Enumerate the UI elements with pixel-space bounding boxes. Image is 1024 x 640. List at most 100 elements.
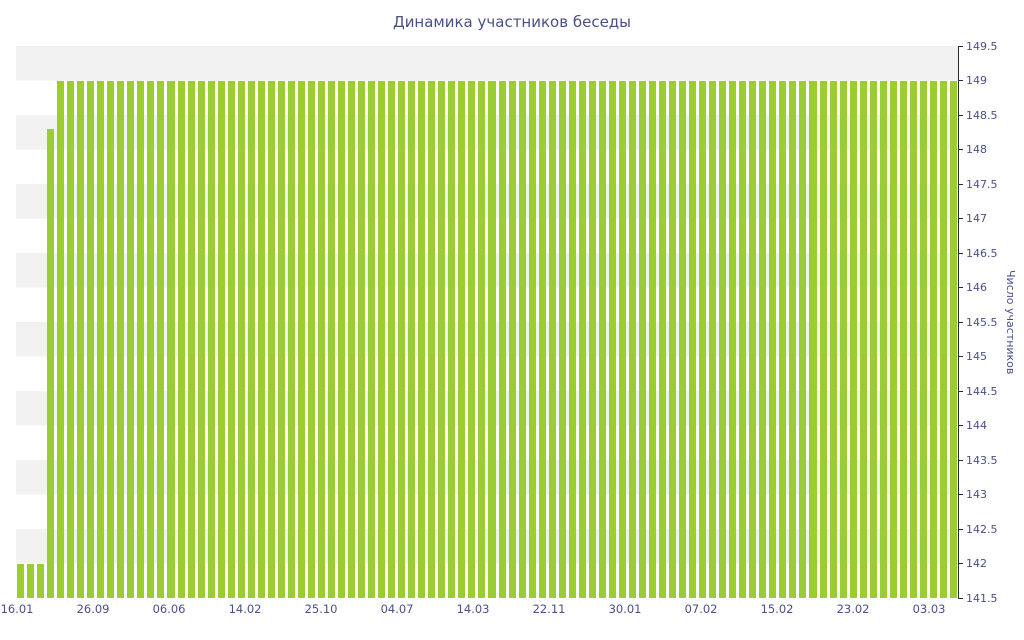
- bar: [67, 80, 75, 598]
- y-tick-mark: [959, 287, 963, 288]
- bar: [217, 80, 225, 598]
- bar: [638, 80, 646, 598]
- y-tick-mark: [959, 218, 963, 219]
- y-tick-mark: [959, 114, 963, 116]
- bar: [177, 80, 185, 598]
- y-tick-label: 149: [966, 74, 987, 87]
- bar: [378, 80, 386, 598]
- y-tick-label: 147.5: [966, 177, 998, 191]
- y-tick-label: 146: [966, 281, 987, 294]
- y-tick-mark: [959, 45, 963, 47]
- y-tick-label: 142.5: [966, 522, 998, 536]
- y-tick-mark: [959, 80, 963, 81]
- bar: [438, 80, 446, 598]
- bar: [568, 80, 576, 598]
- bar: [809, 80, 817, 598]
- x-tick-label: 14.03: [456, 602, 490, 616]
- bar: [879, 80, 887, 598]
- bar: [869, 80, 877, 598]
- bar: [117, 80, 125, 598]
- bar: [588, 80, 596, 598]
- bar: [358, 80, 366, 598]
- x-tick-label: 06.06: [152, 602, 186, 616]
- x-tick-label: 14.02: [228, 602, 262, 616]
- bar: [739, 80, 747, 598]
- bar: [57, 80, 65, 598]
- y-tick-mark: [959, 425, 963, 426]
- bar: [277, 80, 285, 598]
- bar: [919, 80, 927, 598]
- bar: [408, 80, 416, 598]
- bar: [127, 80, 135, 598]
- bar: [327, 80, 335, 598]
- x-tick-label: 25.10: [304, 602, 338, 616]
- bar: [839, 80, 847, 598]
- bar: [197, 80, 205, 598]
- bar: [889, 80, 897, 598]
- chart-title: Динамика участников беседы: [392, 13, 632, 31]
- bar: [628, 80, 636, 598]
- bar: [939, 80, 947, 598]
- x-tick-label: 26.09: [76, 602, 110, 616]
- x-tick-label: 07.02: [684, 602, 718, 616]
- y-tick-mark: [959, 459, 963, 461]
- y-tick-label: 146.5: [966, 246, 998, 260]
- y-tick-mark: [959, 494, 963, 495]
- bar: [949, 80, 957, 598]
- bar: [789, 80, 797, 598]
- x-tick-label: 23.02: [836, 602, 870, 616]
- bar: [749, 80, 757, 598]
- y-tick-mark: [959, 563, 963, 564]
- x-tick-label: 22.11: [532, 602, 566, 616]
- y-tick-label: 142: [966, 557, 987, 570]
- bar: [488, 80, 496, 598]
- y-axis-ticks: 141.5 142 142.5 143 143.5 144 144.5 145 145.5 146…: [959, 40, 1005, 605]
- bar: [137, 80, 145, 598]
- x-tick-label: 04.07: [380, 602, 414, 616]
- bar: [247, 80, 255, 598]
- bar: [598, 80, 606, 598]
- bar: [498, 80, 506, 598]
- bar: [237, 80, 245, 598]
- bar: [729, 80, 737, 598]
- bar: [528, 80, 536, 598]
- bar: [338, 80, 346, 598]
- bar: [719, 80, 727, 598]
- y-tick-label: 143.5: [966, 453, 998, 467]
- bar: [297, 80, 305, 598]
- bar: [849, 80, 857, 598]
- bar: [47, 128, 55, 598]
- x-axis-labels: 16.01 26.09 06.06 14.02 25.10 04.07 14.03 22.11…: [1, 602, 958, 618]
- bar: [829, 80, 837, 598]
- y-tick-label: 147: [966, 212, 987, 225]
- bar: [147, 80, 155, 598]
- bar: [77, 80, 85, 598]
- y-axis-line: [958, 46, 959, 599]
- y-tick-mark: [959, 597, 963, 599]
- bar: [107, 80, 115, 598]
- y-tick-mark: [959, 321, 963, 323]
- y-tick-mark: [959, 356, 963, 357]
- y-tick-label: 141.5: [966, 591, 998, 605]
- bar: [317, 80, 325, 598]
- bar: [779, 80, 787, 598]
- y-tick-label: 144.5: [966, 384, 998, 398]
- bar: [468, 80, 476, 598]
- bar: [207, 80, 215, 598]
- bar: [368, 80, 376, 598]
- y-tick-label: 149.5: [966, 39, 998, 53]
- bar: [37, 563, 45, 598]
- y-axis-title: Число участников: [1004, 46, 1017, 598]
- bar: [167, 80, 175, 598]
- bar: [448, 80, 456, 598]
- bar: [909, 80, 917, 598]
- y-tick-label: 144: [966, 419, 987, 432]
- y-axis-title-text: Число участников: [1004, 269, 1017, 375]
- bar: [618, 80, 626, 598]
- bar: [388, 80, 396, 598]
- bar: [428, 80, 436, 598]
- bar: [679, 80, 687, 598]
- bar: [267, 80, 275, 598]
- bar: [27, 563, 35, 598]
